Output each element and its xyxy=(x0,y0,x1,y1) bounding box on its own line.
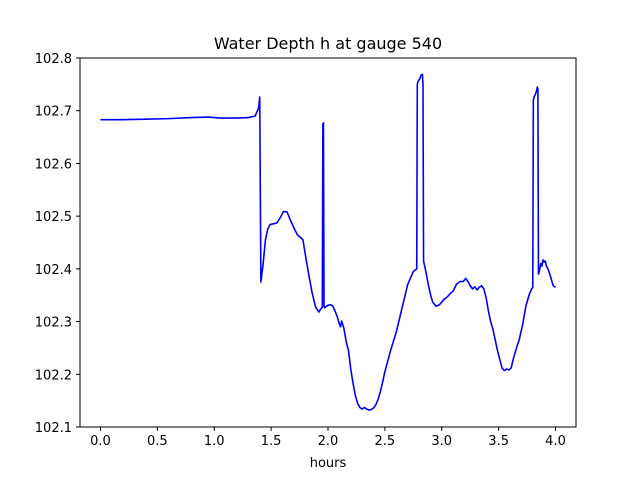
x-tick-label: 3.0 xyxy=(431,434,452,449)
x-tick-label: 1.0 xyxy=(204,434,225,449)
y-tick-label: 102.3 xyxy=(35,316,72,331)
y-tick-label: 102.5 xyxy=(35,210,72,225)
x-axis-label: hours xyxy=(310,456,347,471)
y-tick-label: 102.7 xyxy=(35,105,72,120)
x-tick-label: 2.5 xyxy=(375,434,396,449)
x-tick-label: 1.5 xyxy=(261,434,282,449)
y-tick-label: 102.4 xyxy=(35,263,72,278)
y-tick-label: 102.8 xyxy=(35,52,72,67)
plot-area: 0.0 0.5 1.0 1.5 2.0 2.5 3.0 3.5 4.0 102.1 102.2 102… xyxy=(35,52,577,449)
x-tick-label: 4.0 xyxy=(545,434,566,449)
y-tick-label: 102.6 xyxy=(35,157,72,172)
x-tick-label: 3.5 xyxy=(488,434,509,449)
y-tick-label: 102.2 xyxy=(35,368,72,383)
chart-title: Water Depth h at gauge 540 xyxy=(214,34,442,53)
x-tick-label: 0.5 xyxy=(147,434,168,449)
y-tick-label: 102.1 xyxy=(35,421,72,436)
x-tick-label: 2.0 xyxy=(318,434,339,449)
x-tick-label: 0.0 xyxy=(90,434,111,449)
series-line-0 xyxy=(100,73,556,411)
